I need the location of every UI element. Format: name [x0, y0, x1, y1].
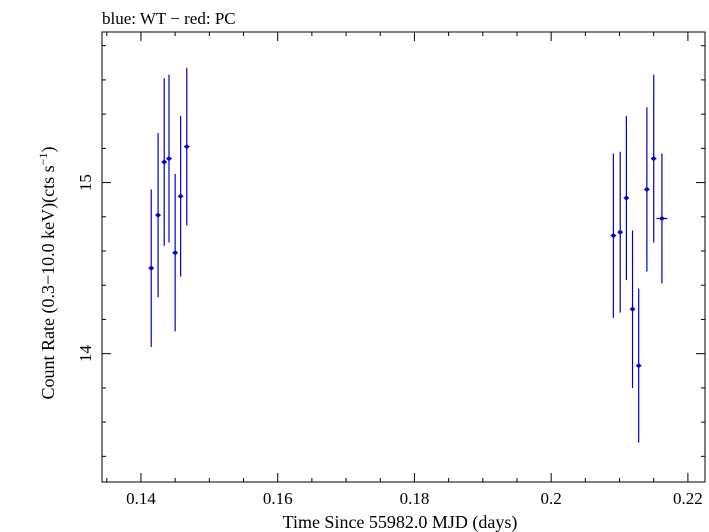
data-marker [618, 230, 623, 235]
y-axis-title-exponent: −1 [36, 153, 50, 166]
data-point [635, 288, 642, 443]
data-point [623, 115, 630, 281]
data-marker [167, 156, 171, 161]
data-marker [178, 194, 183, 199]
y-axis-title-main: Count Rate (0.3−10.0 keV)(cts s [38, 165, 59, 399]
data-point [148, 189, 154, 347]
x-tick-label: 0.18 [400, 489, 430, 508]
data-marker [149, 266, 154, 271]
x-axis-title: Time Since 55982.0 MJD (days) [283, 512, 518, 532]
data-point [617, 151, 623, 313]
chart-title: blue: WT − red: PC [102, 9, 236, 28]
data-marker [611, 233, 616, 238]
x-tick-label: 0.2 [541, 489, 562, 508]
data-point [155, 132, 161, 298]
data-marker [651, 156, 656, 161]
data-point [610, 153, 617, 318]
data-marker [644, 187, 649, 192]
data-point [650, 74, 657, 243]
data-point [656, 153, 668, 284]
y-tick-label: 15 [76, 174, 95, 191]
data-marker [624, 195, 629, 200]
y-axis-title-close: ) [38, 147, 59, 153]
x-tick-label: 0.14 [126, 489, 156, 508]
data-marker [173, 250, 178, 255]
data-marker [162, 160, 167, 165]
axes: 0.14 0.16 0.18 0.2 0.22 14 15 [76, 31, 706, 508]
data-marker [636, 363, 641, 368]
x-tick-label: 0.16 [263, 489, 293, 508]
data-point [172, 174, 178, 332]
y-tick-label: 14 [76, 345, 95, 363]
y-axis-title: Count Rate (0.3−10.0 keV)(cts s−1) [36, 147, 59, 400]
data-marker [156, 213, 161, 218]
data-marker [184, 144, 189, 149]
data-point [629, 230, 636, 388]
plot-frame [101, 31, 706, 483]
x-tick-label: 0.22 [673, 489, 703, 508]
data-series [148, 67, 668, 443]
data-marker [659, 216, 664, 221]
data-point [184, 67, 190, 226]
data-point [177, 115, 184, 277]
data-point [161, 78, 167, 246]
data-point [644, 107, 650, 272]
data-point [166, 74, 172, 243]
data-marker [630, 307, 635, 312]
